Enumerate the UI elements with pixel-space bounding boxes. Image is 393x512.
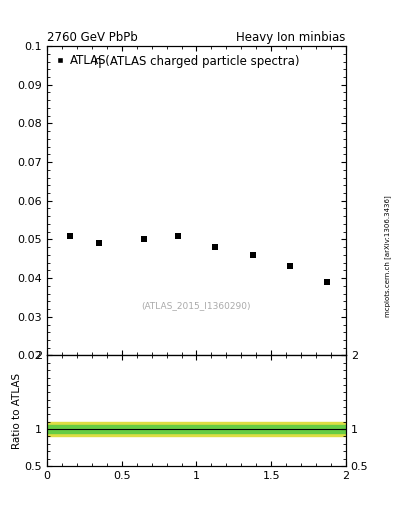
Point [66, 231, 73, 240]
Text: 2760 GeV PbPb: 2760 GeV PbPb [47, 31, 138, 44]
Point [287, 262, 293, 270]
Point [324, 278, 330, 286]
Text: Heavy Ion minbias: Heavy Ion minbias [237, 31, 346, 44]
Text: mcplots.cern.ch [arXiv:1306.3436]: mcplots.cern.ch [arXiv:1306.3436] [384, 195, 391, 317]
Point [141, 236, 147, 244]
Text: (ATLAS_2015_I1360290): (ATLAS_2015_I1360290) [142, 302, 251, 310]
Point [174, 231, 181, 240]
Text: η (ATLAS charged particle spectra): η (ATLAS charged particle spectra) [94, 55, 299, 69]
Legend: ATLAS: ATLAS [52, 51, 110, 71]
Point [212, 243, 219, 251]
Y-axis label: Ratio to ATLAS: Ratio to ATLAS [12, 373, 22, 449]
Point [96, 239, 103, 247]
Point [249, 251, 255, 259]
